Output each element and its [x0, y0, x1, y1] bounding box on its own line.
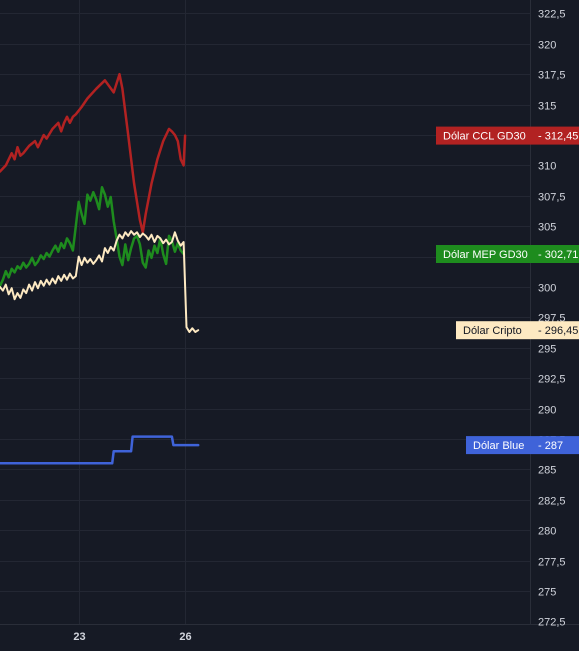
y-tick-label: 292,5 — [538, 374, 566, 386]
price-label-background — [436, 245, 579, 263]
price-label-value: - 312,45 — [538, 131, 578, 143]
series-line-d-lar-mep-gd30[interactable] — [0, 186, 185, 288]
price-label-background — [456, 321, 579, 340]
series-line-d-lar-blue[interactable] — [0, 435, 200, 465]
price-label-value: - 302,71 — [538, 249, 578, 261]
y-tick-label: 300 — [538, 283, 556, 295]
y-tick-label: 290 — [538, 405, 556, 417]
price-label-series-name: Dólar CCL GD30 — [443, 131, 526, 143]
price-label-series-name: Dólar Cripto — [463, 325, 522, 337]
price-label-series-name: Dólar MEP GD30 — [443, 249, 528, 261]
y-tick-label: 320 — [538, 40, 556, 52]
price-label: Dólar CCL GD30 - 312,45 — [436, 126, 579, 145]
price-label-background — [466, 436, 579, 455]
price-label: Dólar MEP GD30 - 302,71 — [436, 245, 579, 263]
x-tick-label: 23 — [73, 631, 85, 643]
y-tick-label: 310 — [538, 161, 556, 173]
price-label-background — [436, 126, 579, 145]
y-tick-label-partial: 272,5 — [538, 616, 566, 628]
price-label-value: - 296,45 — [538, 325, 578, 337]
x-tick-label: 26 — [179, 631, 191, 643]
y-tick-label: 282,5 — [538, 496, 566, 508]
y-tick-label: 295 — [538, 344, 556, 356]
y-tick-label: 280 — [538, 526, 556, 538]
y-tick-label: 317,5 — [538, 70, 566, 82]
y-tick-label: 277,5 — [538, 557, 566, 569]
price-label: Dólar Cripto - 296,45 — [456, 321, 579, 340]
y-tick-label: 285 — [538, 465, 556, 477]
series-line-d-lar-cripto[interactable] — [0, 230, 200, 333]
y-tick-label: 315 — [538, 101, 556, 113]
y-tick-label: 305 — [538, 222, 556, 234]
price-label: Dólar Blue - 287 — [466, 436, 579, 455]
y-tick-label: 322,5 — [538, 9, 566, 21]
series-line-d-lar-ccl-gd30[interactable] — [0, 72, 187, 234]
y-tick-label: 275 — [538, 587, 556, 599]
series-lines[interactable] — [0, 72, 200, 465]
series-price-labels: Dólar CCL GD30 - 312,45 Dólar MEP GD30 - 30… — [436, 126, 579, 455]
price-label-value: - 287 — [538, 440, 563, 452]
price-label-series-name: Dólar Blue — [473, 440, 524, 452]
y-tick-label: 307,5 — [538, 192, 566, 204]
time-axis[interactable]: 23 26 — [73, 631, 191, 643]
